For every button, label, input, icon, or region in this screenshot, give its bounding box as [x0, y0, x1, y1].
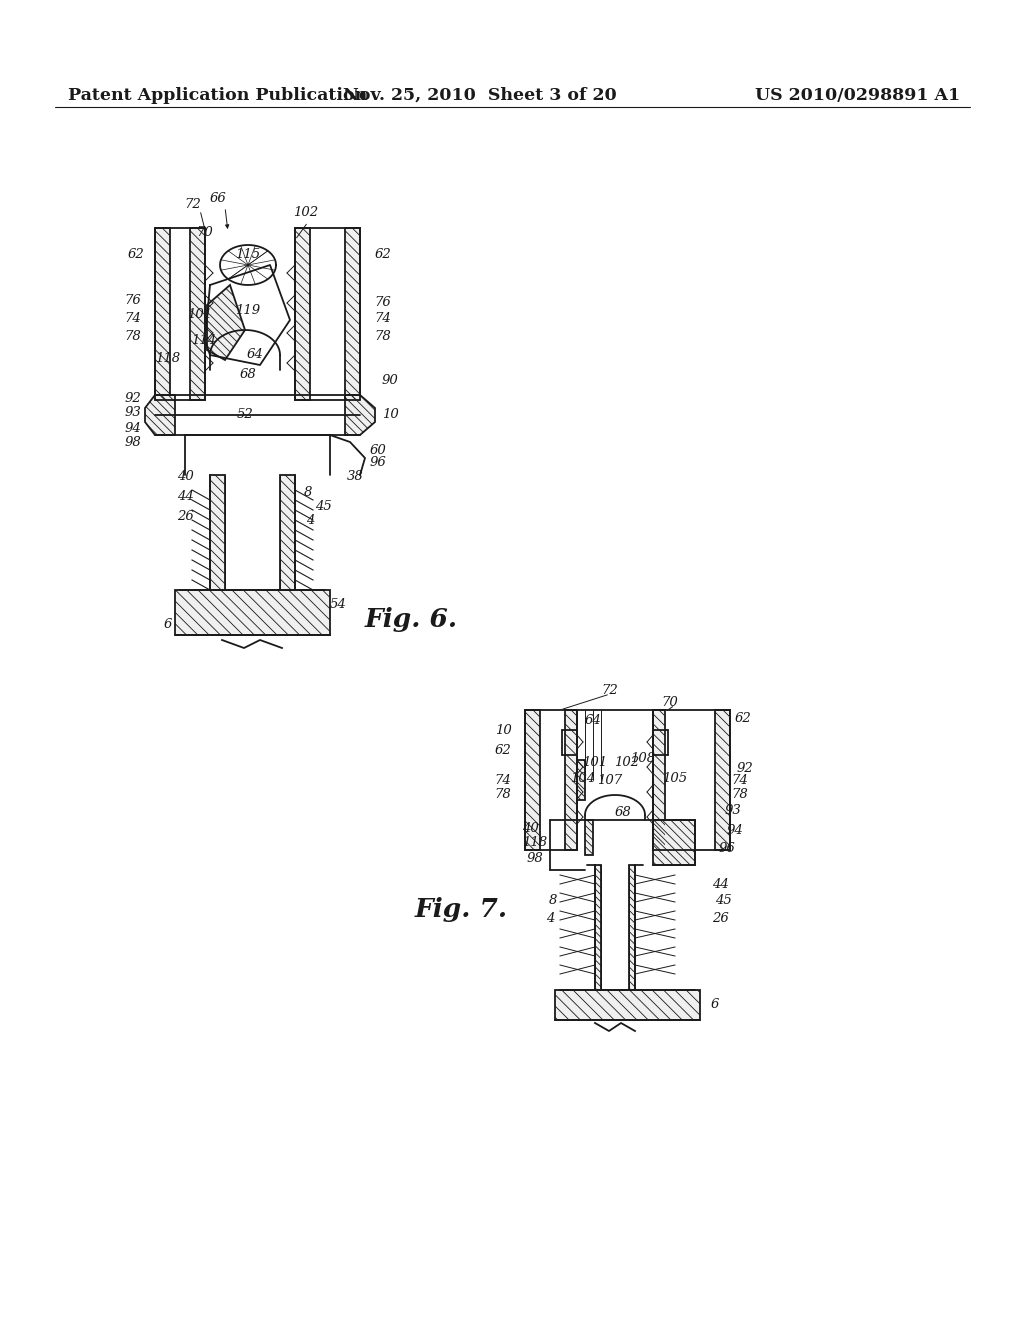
Text: 119: 119: [236, 304, 260, 317]
Polygon shape: [629, 865, 635, 990]
Polygon shape: [190, 228, 205, 400]
Text: 107: 107: [597, 774, 623, 787]
Text: 76: 76: [375, 296, 391, 309]
Text: 74: 74: [375, 312, 391, 325]
Text: 78: 78: [731, 788, 749, 801]
Text: 62: 62: [375, 248, 391, 261]
Text: 76: 76: [125, 293, 141, 306]
Polygon shape: [577, 760, 585, 800]
Text: Fig. 6.: Fig. 6.: [365, 607, 458, 632]
Text: 78: 78: [375, 330, 391, 342]
Text: 62: 62: [734, 711, 752, 725]
Polygon shape: [653, 710, 665, 850]
Text: 64: 64: [585, 714, 601, 726]
Text: 38: 38: [347, 470, 364, 483]
Text: 102: 102: [294, 206, 318, 219]
Polygon shape: [145, 395, 175, 436]
Text: 93: 93: [125, 407, 141, 420]
Text: 114: 114: [191, 334, 216, 346]
Text: 96: 96: [370, 455, 386, 469]
Text: 74: 74: [731, 774, 749, 787]
Text: 115: 115: [236, 248, 260, 261]
Text: 62: 62: [495, 743, 511, 756]
Text: 40: 40: [521, 821, 539, 834]
Polygon shape: [585, 820, 593, 855]
Text: 101: 101: [583, 755, 607, 768]
Text: 98: 98: [526, 851, 544, 865]
Text: 8: 8: [549, 894, 557, 907]
Text: 26: 26: [712, 912, 728, 924]
Polygon shape: [595, 865, 601, 990]
Text: 92: 92: [736, 762, 754, 775]
Text: 6: 6: [164, 619, 172, 631]
Polygon shape: [155, 228, 170, 400]
Text: 45: 45: [314, 500, 332, 513]
Text: 108: 108: [631, 751, 655, 764]
Polygon shape: [653, 820, 695, 865]
Text: 72: 72: [184, 198, 202, 211]
Text: Patent Application Publication: Patent Application Publication: [68, 87, 368, 103]
Polygon shape: [555, 990, 700, 1020]
Text: 54: 54: [330, 598, 346, 611]
Text: 44: 44: [712, 879, 728, 891]
Text: 78: 78: [495, 788, 511, 801]
Polygon shape: [295, 228, 310, 400]
Text: 90: 90: [382, 374, 398, 387]
Text: 102: 102: [614, 755, 640, 768]
Text: 68: 68: [614, 805, 632, 818]
Polygon shape: [525, 710, 540, 850]
Text: 92: 92: [125, 392, 141, 404]
Text: 101: 101: [187, 309, 213, 322]
Polygon shape: [565, 710, 577, 850]
Text: 10: 10: [382, 408, 398, 421]
Polygon shape: [345, 228, 360, 400]
Text: 8: 8: [304, 487, 312, 499]
Text: US 2010/0298891 A1: US 2010/0298891 A1: [755, 87, 961, 103]
Text: 10: 10: [495, 723, 511, 737]
Text: 40: 40: [176, 470, 194, 483]
Text: 104: 104: [570, 771, 596, 784]
Text: 118: 118: [156, 351, 180, 364]
Text: 52: 52: [237, 408, 253, 421]
Text: 26: 26: [176, 511, 194, 524]
Text: 44: 44: [176, 491, 194, 503]
Text: 94: 94: [727, 824, 743, 837]
Text: 6: 6: [711, 998, 719, 1011]
Text: 4: 4: [306, 513, 314, 527]
Text: 105: 105: [663, 771, 687, 784]
Text: Fig. 7.: Fig. 7.: [415, 898, 508, 923]
Polygon shape: [280, 475, 295, 590]
Text: 74: 74: [495, 774, 511, 787]
Polygon shape: [175, 590, 330, 635]
Text: 4: 4: [546, 912, 554, 924]
Polygon shape: [207, 285, 245, 360]
Text: 96: 96: [719, 842, 735, 854]
Text: Nov. 25, 2010  Sheet 3 of 20: Nov. 25, 2010 Sheet 3 of 20: [343, 87, 616, 103]
Text: 64: 64: [247, 348, 263, 362]
Text: 66: 66: [210, 191, 226, 205]
Text: 94: 94: [125, 421, 141, 434]
Text: 70: 70: [662, 697, 678, 710]
Polygon shape: [345, 395, 375, 436]
Text: 93: 93: [725, 804, 741, 817]
Text: 118: 118: [522, 837, 548, 850]
Text: 45: 45: [715, 894, 731, 907]
Polygon shape: [210, 475, 225, 590]
Text: 78: 78: [125, 330, 141, 342]
Text: 74: 74: [125, 312, 141, 325]
Text: 70: 70: [197, 226, 213, 239]
Text: 98: 98: [125, 437, 141, 450]
Text: 60: 60: [370, 444, 386, 457]
Text: 62: 62: [128, 248, 144, 261]
Text: 68: 68: [240, 368, 256, 381]
Text: 72: 72: [602, 684, 618, 697]
Polygon shape: [715, 710, 730, 850]
